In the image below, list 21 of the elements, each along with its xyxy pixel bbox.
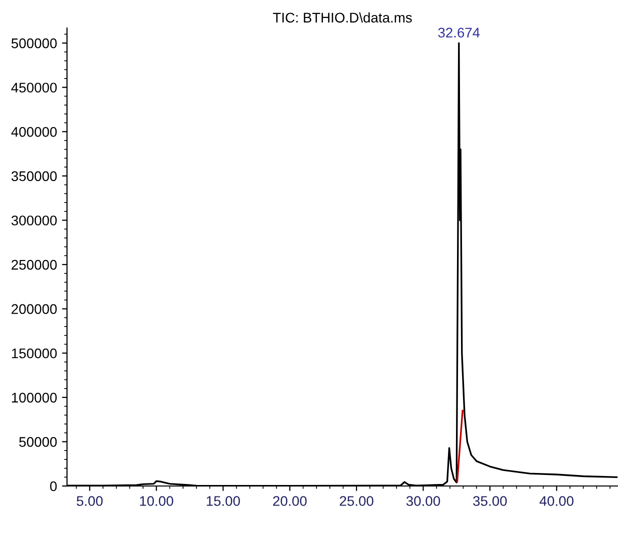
x-tick-label: 20.00	[273, 496, 307, 506]
y-tick-label: 350000	[11, 171, 57, 182]
x-tick-label: 25.00	[340, 496, 374, 506]
x-tick-label: 40.00	[540, 496, 574, 506]
x-tick-label: 15.00	[206, 496, 240, 506]
y-tick-label: 450000	[11, 82, 57, 93]
y-tick-label: 150000	[12, 348, 57, 358]
y-tick-label: 500000	[11, 38, 57, 48]
y-tick-label: 400000	[11, 126, 57, 137]
y-tick-label: 300000	[11, 216, 57, 226]
y-tick-label: 100000	[12, 392, 57, 403]
y-tick-label: 0	[50, 481, 57, 492]
x-tick-label: 10.00	[140, 496, 174, 506]
y-tick-label: 250000	[12, 260, 57, 270]
y-tick-label: 50000	[19, 437, 57, 447]
annotation: 32.674	[438, 28, 480, 38]
chart-title: TIC: BTHIO.D\data.ms	[272, 12, 412, 23]
x-tick-label: 5.00	[76, 496, 103, 506]
x-tick-label: 30.00	[406, 496, 440, 506]
y-tick-label: 200000	[12, 304, 57, 314]
x-tick-label: 35.00	[473, 496, 507, 506]
